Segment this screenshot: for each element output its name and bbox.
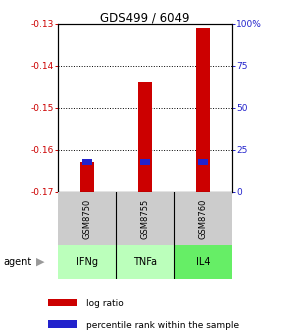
Text: agent: agent [3, 257, 31, 267]
Text: ▶: ▶ [37, 257, 45, 267]
Text: IL4: IL4 [196, 257, 210, 267]
Bar [48, 299, 77, 306]
Text: GSM8750: GSM8750 [82, 198, 92, 239]
Text: percentile rank within the sample: percentile rank within the sample [86, 321, 240, 330]
Bar [140, 159, 150, 165]
Bar [198, 159, 208, 165]
FancyBboxPatch shape [174, 245, 232, 279]
FancyBboxPatch shape [58, 245, 116, 279]
FancyBboxPatch shape [58, 192, 116, 245]
Text: GSM8760: GSM8760 [198, 198, 208, 239]
FancyBboxPatch shape [116, 245, 174, 279]
Bar [48, 321, 77, 328]
Text: log ratio: log ratio [86, 299, 124, 308]
FancyBboxPatch shape [116, 192, 174, 245]
Text: TNFa: TNFa [133, 257, 157, 267]
Bar [138, 82, 152, 192]
Text: GDS499 / 6049: GDS499 / 6049 [100, 12, 190, 25]
Bar [82, 159, 92, 165]
Text: IFNg: IFNg [76, 257, 98, 267]
Bar [80, 162, 94, 192]
Bar [196, 28, 210, 192]
FancyBboxPatch shape [174, 192, 232, 245]
Text: GSM8755: GSM8755 [140, 198, 150, 239]
